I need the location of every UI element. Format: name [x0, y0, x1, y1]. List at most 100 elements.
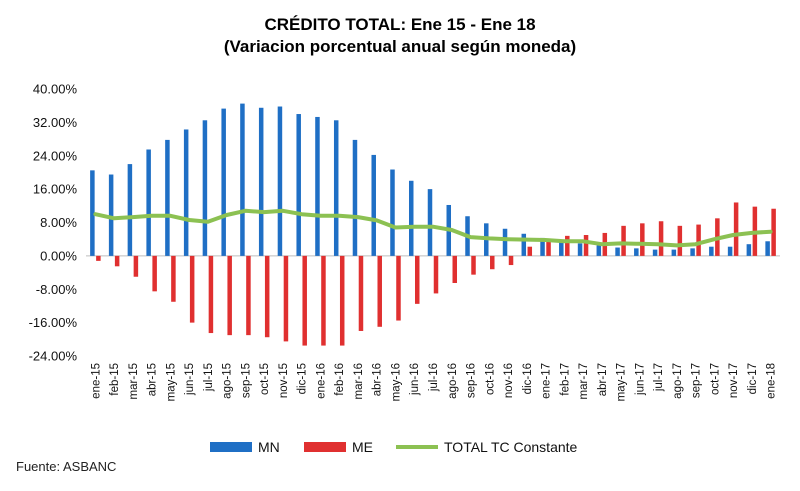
y-tick-label: 40.00% [33, 82, 78, 97]
legend-swatch-mn [210, 442, 252, 452]
x-tick-label: oct-17 [709, 363, 721, 395]
legend-swatch-me [304, 442, 346, 452]
source-note: Fuente: ASBANC [16, 459, 117, 474]
x-tick-label: mar-17 [578, 363, 590, 399]
bar-mn [634, 248, 639, 256]
x-tick-label: feb-17 [559, 363, 571, 396]
x-tick-label: oct-15 [259, 363, 271, 395]
bar-me [377, 255, 382, 327]
x-tick-label: dic-17 [747, 363, 759, 394]
x-tick-label: ene-16 [315, 363, 327, 399]
bar-mn [727, 246, 733, 256]
bar-mn [427, 189, 433, 256]
y-tick-label: 0.00% [40, 248, 77, 263]
y-tick-label: -16.00% [29, 315, 78, 330]
bar-mn [108, 174, 114, 256]
x-tick-label: dic-16 [522, 363, 534, 394]
bar-me [227, 255, 232, 336]
x-tick-label: jul-17 [653, 363, 665, 392]
x-tick-label: jul-16 [428, 363, 440, 392]
bar-me [733, 202, 739, 256]
bar-mn [765, 241, 770, 256]
bar-me [658, 221, 664, 256]
x-tick-label: feb-15 [109, 363, 121, 396]
bar-mn [615, 247, 620, 256]
bar-mn [577, 243, 583, 256]
bar-me [696, 224, 701, 256]
bar-me [321, 255, 326, 346]
x-tick-label: ene-15 [90, 363, 102, 399]
bar-mn [221, 108, 226, 256]
y-tick-label: -8.00% [36, 282, 78, 297]
bar-me [546, 241, 551, 256]
bar-mn [352, 139, 358, 256]
x-tick-label: jul-15 [203, 363, 215, 392]
bar-me [621, 225, 626, 256]
x-tick-label: nov-15 [278, 363, 290, 398]
x-tick-label: ene-17 [541, 363, 553, 399]
bar-me [171, 255, 176, 302]
x-tick-label: ago-16 [447, 363, 459, 399]
x-tick-label: may-15 [165, 363, 177, 401]
bar-me [396, 255, 401, 321]
line-total-tc-constante [93, 208, 773, 248]
bar-me [283, 255, 289, 342]
bar-mn [540, 237, 545, 256]
bar-me [339, 255, 345, 346]
bar-me [527, 246, 533, 256]
x-tick-label: jun-16 [409, 363, 421, 396]
x-tick-label: feb-16 [334, 363, 346, 396]
bar-me [677, 225, 683, 256]
bar-mn [183, 129, 189, 256]
bar-me [452, 255, 458, 283]
bar-mn [408, 180, 414, 256]
bar-me [508, 255, 514, 266]
bar-me [96, 255, 101, 261]
x-tick-label: ago-17 [672, 363, 684, 399]
bar-mn [559, 241, 564, 256]
bar-mn [333, 120, 339, 256]
bar-me [414, 255, 420, 304]
bar-mn [709, 246, 714, 256]
x-tick-label: sep-15 [240, 363, 252, 398]
legend-label-me: ME [352, 439, 373, 455]
x-tick-label: jun-17 [634, 363, 646, 396]
x-tick-label: jun-15 [184, 363, 196, 396]
x-tick-label: nov-17 [728, 363, 740, 398]
bar-me [433, 255, 439, 294]
bar-me [583, 235, 589, 256]
bar-mn [671, 249, 677, 256]
bar-me [189, 255, 195, 323]
bar-me [358, 255, 364, 331]
bar-mn [258, 107, 264, 256]
bar-me [114, 255, 120, 267]
bar-mn [277, 106, 283, 256]
y-tick-label: -24.00% [29, 349, 78, 364]
bar-mn [165, 139, 170, 256]
bar-mn [296, 114, 301, 256]
x-tick-label: oct-16 [484, 363, 496, 395]
x-tick-label: ene-18 [766, 363, 778, 399]
y-tick-label: 16.00% [33, 182, 78, 197]
legend-label-total: TOTAL TC Constante [444, 439, 578, 455]
x-tick-label: abr-17 [597, 363, 609, 396]
bar-me [490, 255, 495, 270]
x-tick-label: sep-17 [691, 363, 703, 398]
chart-subtitle: (Variacion porcentual anual según moneda… [223, 37, 577, 56]
bar-mn [690, 248, 695, 256]
x-tick-label: may-16 [390, 363, 402, 401]
bar-mn [502, 228, 508, 256]
bar-mn [202, 120, 208, 256]
bar-mn [371, 154, 376, 256]
x-tick-label: abr-16 [372, 363, 384, 396]
bar-mn [390, 169, 395, 256]
bar-me [264, 255, 270, 338]
bar-mn [521, 233, 527, 256]
bar-me [133, 255, 139, 277]
bar-mn [652, 249, 658, 256]
bar-mn [746, 244, 752, 256]
x-tick-label: nov-16 [503, 363, 515, 398]
bar-me [771, 208, 776, 256]
bar-mn [315, 116, 320, 256]
